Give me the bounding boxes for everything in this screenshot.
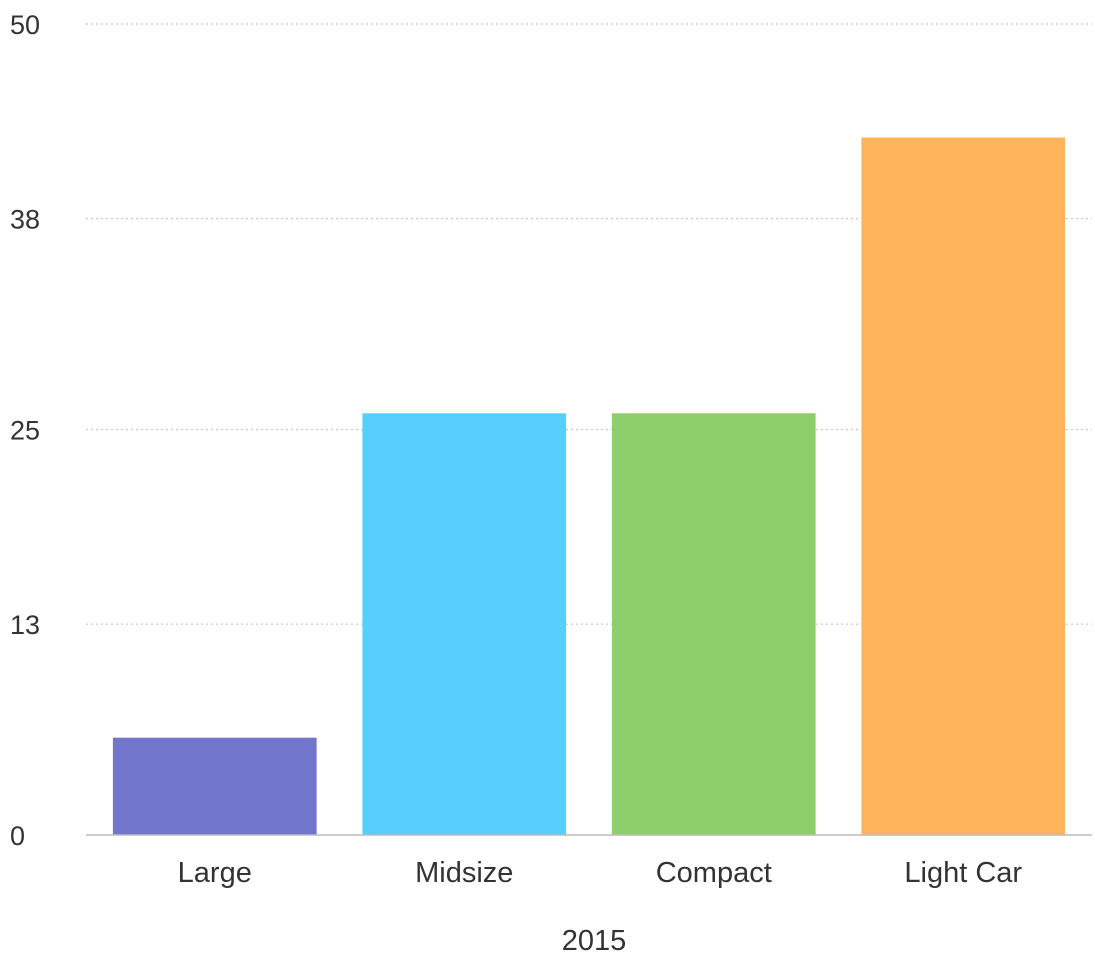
y-tick-label: 50 [10,10,40,40]
x-category-label: Large [178,857,252,889]
bar-compact [611,413,816,835]
x-category-label: Light Car [904,857,1022,889]
x-category-label: Midsize [415,857,513,889]
y-tick-label: 13 [10,610,40,640]
bar-light-car [861,137,1066,836]
x-axis-title: 2015 [562,925,627,954]
y-tick-label: 25 [10,416,40,446]
bars [112,137,1066,836]
x-category-label: Compact [656,857,772,889]
y-axis-ticks: 0 13 25 38 50 [10,10,40,851]
bar-large [112,737,317,835]
x-axis-categories: Large Midsize Compact Light Car [178,857,1023,889]
bar-midsize [362,413,567,835]
y-tick-label: 38 [10,205,40,235]
y-tick-label: 0 [10,821,25,851]
